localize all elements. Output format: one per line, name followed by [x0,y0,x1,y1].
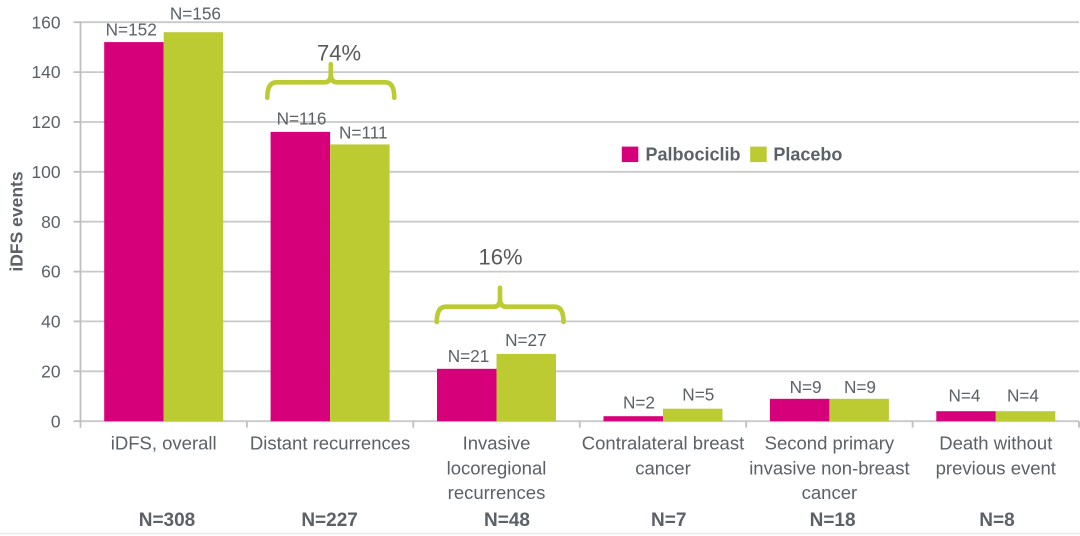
svg-text:Placebo: Placebo [773,145,842,165]
svg-text:N=48: N=48 [484,510,530,531]
svg-text:160: 160 [31,12,60,32]
svg-text:recurrences: recurrences [448,482,546,503]
svg-text:80: 80 [41,212,60,232]
svg-text:N=4: N=4 [948,385,980,405]
svg-text:N=4: N=4 [1007,385,1039,405]
svg-text:N=156: N=156 [170,4,221,24]
svg-text:20: 20 [41,361,60,381]
svg-text:Distant recurrences: Distant recurrences [250,432,410,453]
svg-text:invasive non-breast: invasive non-breast [749,457,909,478]
svg-text:cancer: cancer [635,457,691,478]
svg-text:140: 140 [31,62,60,82]
svg-text:N=7: N=7 [651,510,686,531]
svg-text:cancer: cancer [802,482,858,503]
svg-text:N=21: N=21 [448,346,490,366]
svg-text:N=111: N=111 [339,123,388,143]
svg-text:Invasive: Invasive [463,432,531,453]
svg-text:0: 0 [51,411,61,431]
svg-text:N=9: N=9 [844,377,876,397]
svg-text:previous event: previous event [936,457,1056,478]
svg-text:N=2: N=2 [623,392,655,412]
svg-text:Palbociclib: Palbociclib [646,145,741,165]
svg-text:120: 120 [31,112,60,132]
svg-text:N=5: N=5 [682,384,714,404]
svg-text:60: 60 [41,262,60,282]
svg-text:N=308: N=308 [139,510,196,531]
svg-text:40: 40 [41,312,60,332]
svg-text:N=227: N=227 [301,510,358,531]
svg-text:locoregional: locoregional [447,457,547,478]
svg-text:Contralateral breast: Contralateral breast [582,432,744,453]
svg-text:N=18: N=18 [810,510,856,531]
svg-text:N=116: N=116 [277,108,327,128]
svg-text:Second primary: Second primary [765,432,895,453]
svg-text:74%: 74% [317,41,361,66]
svg-text:iDFS events: iDFS events [7,171,27,271]
svg-text:100: 100 [31,162,60,182]
svg-text:Death without: Death without [939,432,1052,453]
svg-text:N=152: N=152 [106,20,157,40]
svg-text:16%: 16% [478,244,522,269]
svg-text:N=27: N=27 [505,330,547,350]
svg-text:iDFS, overall: iDFS, overall [111,432,217,453]
svg-text:N=8: N=8 [979,510,1014,531]
svg-text:N=9: N=9 [790,377,822,397]
